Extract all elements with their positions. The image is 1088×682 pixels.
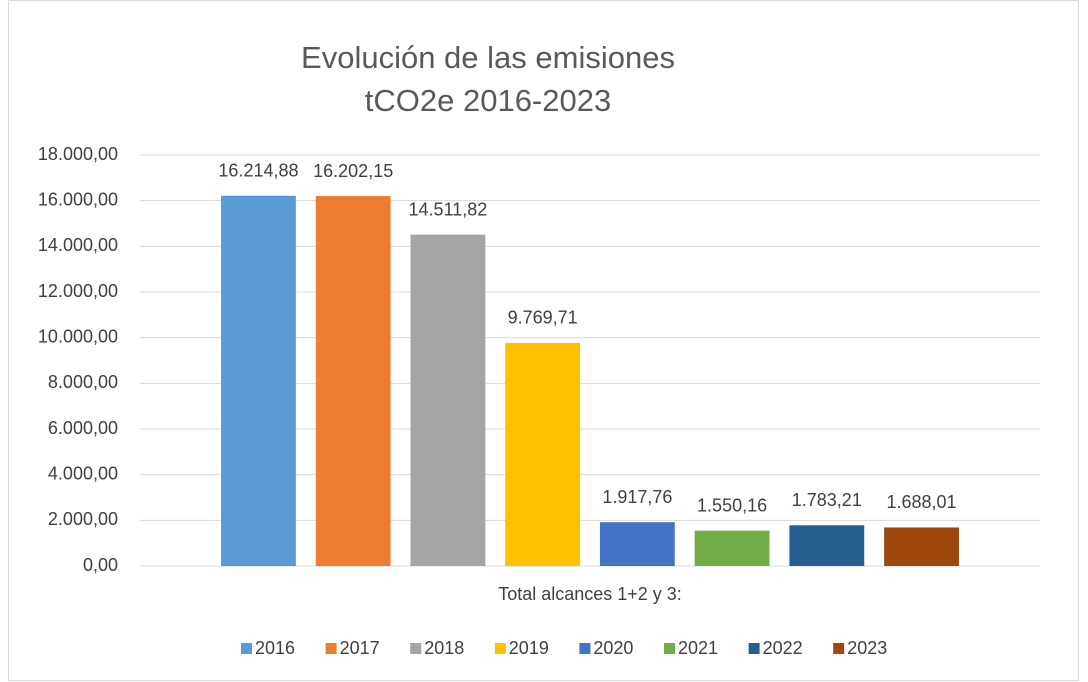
y-tick-label: 2.000,00 bbox=[48, 509, 118, 529]
bar bbox=[315, 196, 391, 566]
legend-swatch bbox=[579, 643, 591, 654]
legend-label: 2017 bbox=[340, 638, 380, 658]
x-tick-label: Total alcances 1+2 y 3: bbox=[498, 584, 682, 604]
chart-title: tCO2e 2016-2023 bbox=[365, 83, 611, 118]
bar bbox=[789, 525, 865, 566]
data-label: 16.202,15 bbox=[313, 161, 393, 181]
legend-label: 2018 bbox=[424, 638, 464, 658]
data-label: 9.769,71 bbox=[508, 308, 578, 328]
legend-label: 2020 bbox=[593, 638, 633, 658]
y-tick-label: 16.000,00 bbox=[38, 189, 118, 209]
y-tick-label: 6.000,00 bbox=[48, 418, 118, 438]
data-label: 16.214,88 bbox=[218, 161, 298, 181]
bar bbox=[410, 234, 486, 566]
data-label: 1.917,76 bbox=[602, 487, 672, 507]
y-tick-label: 8.000,00 bbox=[48, 372, 118, 392]
bar bbox=[599, 522, 675, 566]
bar bbox=[505, 342, 581, 566]
legend-swatch bbox=[325, 643, 337, 654]
bar bbox=[221, 195, 296, 566]
data-label: 1.688,01 bbox=[886, 492, 956, 512]
legend-swatch bbox=[748, 643, 760, 654]
legend-label: 2022 bbox=[763, 638, 803, 658]
chart-border bbox=[8, 0, 1079, 681]
chart-title: Evolución de las emisiones bbox=[301, 40, 675, 75]
bar bbox=[884, 527, 959, 566]
legend-swatch bbox=[241, 643, 252, 654]
data-label: 1.783,21 bbox=[792, 490, 862, 510]
y-tick-label: 14.000,00 bbox=[38, 235, 118, 255]
y-tick-label: 4.000,00 bbox=[48, 463, 118, 483]
data-label: 1.550,16 bbox=[697, 495, 767, 515]
legend-swatch bbox=[833, 643, 845, 654]
bar bbox=[694, 530, 770, 566]
legend-label: 2023 bbox=[847, 638, 887, 658]
legend-swatch bbox=[664, 643, 675, 654]
y-tick-label: 18.000,00 bbox=[38, 144, 118, 164]
legend-label: 2016 bbox=[255, 638, 295, 658]
legend-label: 2021 bbox=[678, 638, 718, 658]
data-label: 14.511,82 bbox=[409, 199, 488, 219]
legend-swatch bbox=[494, 643, 506, 654]
legend-label: 2019 bbox=[509, 638, 549, 658]
legend-swatch bbox=[410, 643, 422, 654]
y-tick-label: 12.000,00 bbox=[38, 281, 118, 301]
y-tick-label: 10.000,00 bbox=[38, 326, 118, 346]
y-tick-label: 0,00 bbox=[83, 555, 118, 575]
